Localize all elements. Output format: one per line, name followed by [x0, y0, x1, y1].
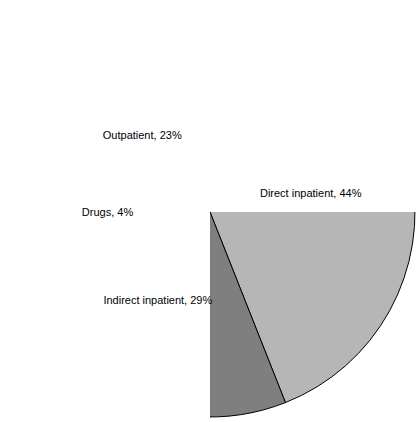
slice-label-group: Direct inpatient, 44%	[260, 187, 362, 199]
chart: Direct inpatient, 44% Indirect inpatient,…	[0, 0, 420, 422]
labels: Direct inpatient, 44% Indirect inpatient,…	[79, 127, 362, 306]
slice-label: Drugs, 4%	[82, 206, 134, 218]
slice	[210, 212, 285, 417]
slices	[210, 212, 415, 417]
slice-label: Outpatient, 23%	[103, 129, 182, 141]
label-background	[79, 204, 137, 220]
label-background	[100, 127, 185, 143]
slice-label: Indirect inpatient, 29%	[103, 294, 212, 306]
slice-label: Direct inpatient, 44%	[260, 187, 362, 199]
slice-label-group: Drugs, 4%	[79, 204, 137, 220]
slice-label-group: Indirect inpatient, 29%	[103, 294, 212, 306]
slice-label-group: Outpatient, 23%	[100, 127, 185, 143]
pie: Direct inpatient, 44% Indirect inpatient,…	[5, 7, 415, 417]
